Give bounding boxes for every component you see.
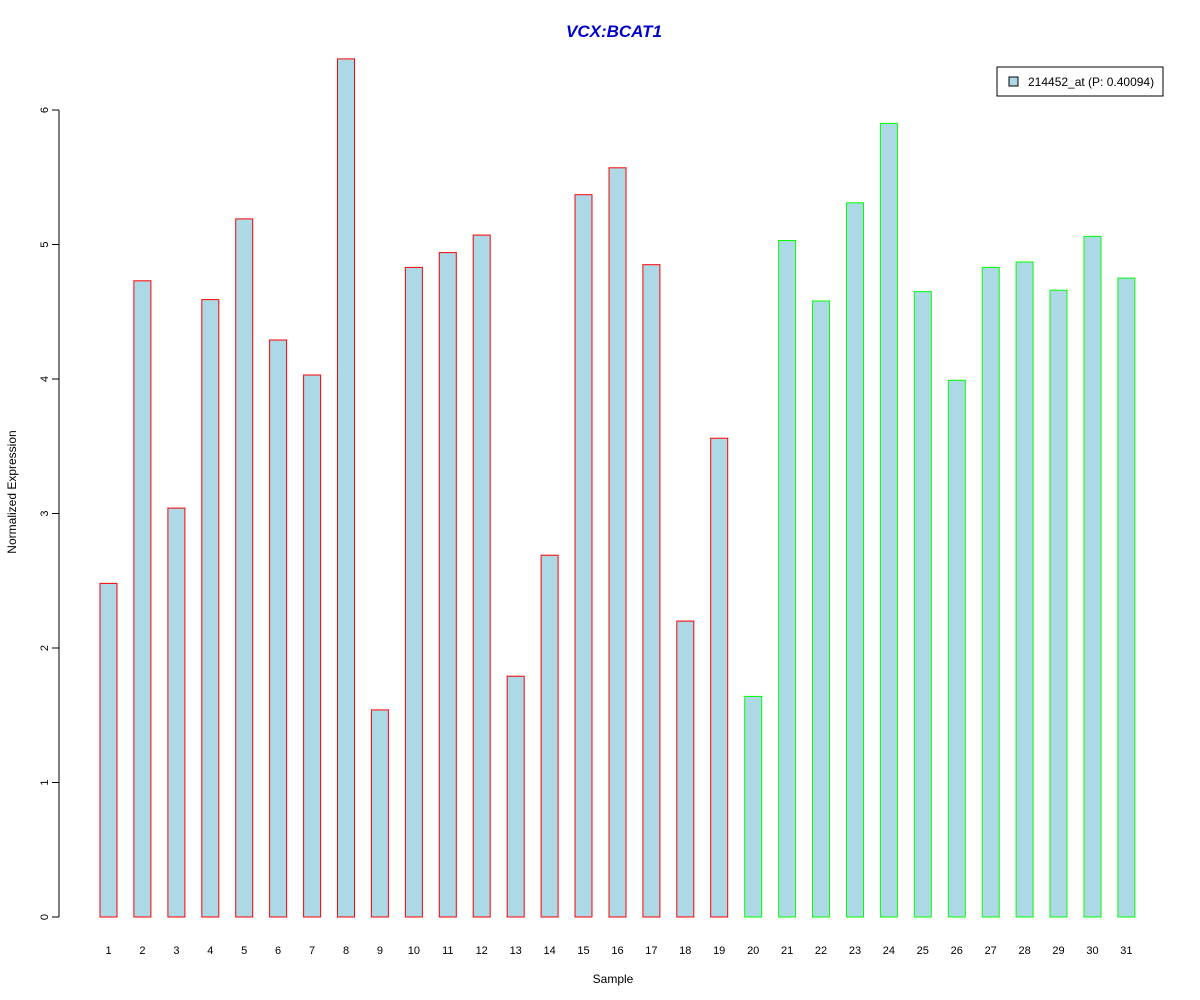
x-tick-label: 21 (781, 945, 793, 957)
x-tick-label: 28 (1018, 945, 1030, 957)
bar-sample-6 (269, 339, 288, 918)
bar-sample-3 (167, 507, 186, 918)
bar-sample-19 (710, 437, 729, 918)
y-axis-label: Normalized Expression (5, 430, 19, 553)
x-tick-label: 16 (611, 945, 623, 957)
bar-sample-31 (1117, 277, 1136, 918)
bar-sample-30 (1083, 235, 1102, 918)
bar-sample-26 (947, 379, 966, 918)
y-tick-label: 2 (39, 645, 51, 651)
legend-box (996, 66, 1164, 97)
x-tick-label: 29 (1052, 945, 1064, 957)
x-tick-label: 2 (139, 945, 145, 957)
x-tick-label: 17 (645, 945, 657, 957)
x-tick-label: 26 (951, 945, 963, 957)
bar-sample-23 (846, 202, 864, 918)
bar-sample-4 (201, 299, 220, 918)
y-tick-label: 0 (39, 914, 51, 920)
bar-sample-15 (574, 194, 593, 918)
bar-sample-11 (438, 252, 457, 918)
x-tick-label: 5 (241, 945, 247, 957)
x-tick-label: 25 (917, 945, 929, 957)
x-tick-label: 10 (408, 945, 420, 957)
bar-sample-24 (879, 122, 898, 918)
x-tick-label: 4 (207, 945, 213, 957)
x-tick-label: 14 (543, 945, 555, 957)
bar-sample-27 (981, 266, 1000, 918)
bars (99, 58, 1136, 918)
y-tick-label: 6 (39, 107, 51, 113)
bar-sample-14 (540, 554, 559, 918)
bar-sample-28 (1015, 261, 1034, 918)
y-axis: 0 1 2 3 4 5 6 (39, 107, 60, 920)
x-tick-label: 8 (343, 945, 349, 957)
x-tick-label: 6 (275, 945, 281, 957)
x-tick-label: 22 (815, 945, 827, 957)
x-tick-label: 20 (747, 945, 759, 957)
bar-sample-16 (608, 167, 627, 918)
legend: 214452_at (P: 0.40094) (996, 66, 1164, 97)
x-tick-label: 23 (849, 945, 861, 957)
bar-sample-13 (506, 675, 525, 918)
y-tick-label: 5 (39, 241, 51, 247)
bar-sample-17 (642, 264, 661, 918)
x-axis-label: Sample (593, 972, 634, 986)
bar-sample-2 (133, 280, 152, 918)
x-tick-label: 24 (883, 945, 895, 957)
y-tick-label: 1 (39, 779, 51, 785)
y-tick-label: 4 (39, 376, 51, 382)
bar-sample-1 (99, 582, 118, 918)
x-tick-label: 11 (442, 945, 453, 957)
bar-sample-9 (370, 709, 389, 918)
bar-sample-8 (337, 58, 355, 918)
x-tick-label: 15 (577, 945, 589, 957)
x-tick-labels: 1 2 3 4 5 6 7 8 9 10 11 12 13 14 15 16 17 18 19 20 21 22 23 24 2… (105, 945, 1132, 957)
x-tick-label: 19 (713, 945, 725, 957)
x-tick-label: 31 (1120, 945, 1132, 957)
bar-sample-18 (676, 620, 695, 918)
legend-swatch (1008, 76, 1019, 87)
legend-entry-label: 214452_at (P: 0.40094) (1028, 75, 1154, 89)
bar-sample-5 (235, 218, 254, 918)
x-tick-label: 18 (679, 945, 691, 957)
x-tick-label: 30 (1086, 945, 1098, 957)
bar-sample-25 (913, 291, 932, 918)
bar-sample-10 (404, 266, 423, 918)
y-tick-label: 3 (39, 510, 51, 516)
bar-sample-7 (303, 374, 322, 918)
bar-sample-20 (744, 695, 763, 918)
x-tick-label: 7 (309, 945, 315, 957)
bar-sample-12 (472, 234, 491, 918)
x-tick-label: 13 (510, 945, 522, 957)
x-tick-label: 9 (377, 945, 383, 957)
x-tick-label: 3 (173, 945, 179, 957)
bar-sample-21 (778, 240, 797, 918)
x-tick-label: 27 (985, 945, 997, 957)
bar-sample-29 (1049, 289, 1068, 918)
x-tick-label: 1 (105, 945, 111, 957)
x-tick-label: 12 (476, 945, 488, 957)
chart-title: VCX:BCAT1 (566, 22, 662, 41)
bar-sample-22 (812, 300, 830, 918)
